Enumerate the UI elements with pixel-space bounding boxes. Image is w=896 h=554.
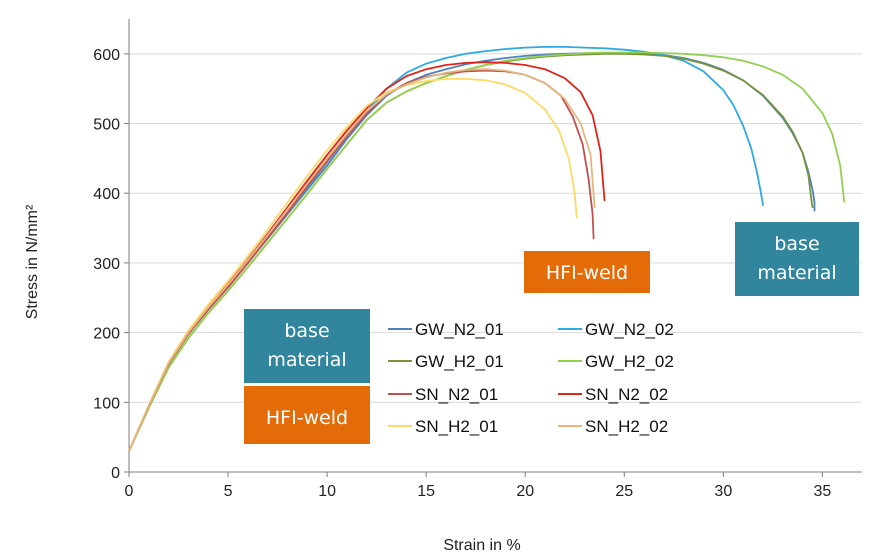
legend-group-base-material: base material — [244, 309, 370, 383]
y-tick-label: 500 — [93, 117, 120, 134]
series-lines — [128, 46, 846, 453]
annotation-hfi-weld-box — [524, 251, 650, 293]
annotation-base-material: base material — [735, 222, 859, 296]
legend-label: SN_N2_02 — [585, 385, 668, 404]
x-axis-title: Strain in % — [443, 537, 520, 554]
y-tick-label: 400 — [93, 186, 120, 203]
legend-label: GW_N2_01 — [415, 320, 504, 339]
series-line-sn-h2-01 — [128, 78, 578, 453]
legend-label: SN_N2_01 — [415, 385, 498, 404]
legend-base-material-box — [244, 309, 370, 383]
y-tick-label: 300 — [93, 256, 120, 273]
legend-label: SN_H2_02 — [585, 417, 668, 436]
legend-base-material-label: base material — [267, 320, 346, 371]
x-tick-label: 10 — [318, 483, 336, 500]
legend-hfi-weld-box — [244, 386, 370, 444]
legend-label: GW_H2_01 — [415, 352, 504, 371]
annotation-base-material-label: base material — [757, 233, 836, 284]
annotation-base-material-box — [735, 222, 859, 296]
y-tick-labels: 0 100 200 300 400 500 600 — [93, 47, 129, 482]
x-tick-label: 35 — [813, 483, 831, 500]
y-tick-label: 0 — [111, 465, 120, 482]
annotation-hfi-weld: HFI-weld — [524, 251, 650, 293]
x-tick-label: 5 — [224, 483, 233, 500]
axes — [128, 19, 862, 473]
series-line-gw-h2-02 — [128, 51, 846, 453]
x-tick-label: 20 — [516, 483, 534, 500]
legend-label: SN_H2_01 — [415, 417, 498, 436]
legend-label: GW_H2_02 — [585, 352, 674, 371]
y-tick-label: 200 — [93, 326, 120, 343]
y-tick-label: 600 — [93, 47, 120, 64]
x-tick-label: 15 — [417, 483, 435, 500]
legend-hfi-weld-label: HFI-weld — [266, 407, 348, 429]
x-tick-label: 25 — [615, 483, 633, 500]
legend: GW_N2_01 GW_N2_02 GW_H2_01 GW_H2_02 SN_N2_01… — [388, 320, 674, 436]
x-tick-labels: 0 5 10 15 20 25 30 35 — [125, 472, 831, 500]
y-axis-title: Stress in N/mm² — [24, 204, 41, 319]
x-tick-label: 30 — [714, 483, 732, 500]
x-tick-label: 0 — [125, 483, 134, 500]
y-tick-label: 100 — [93, 395, 120, 412]
series-line-sn-h2-02 — [128, 68, 596, 453]
annotation-hfi-weld-label: HFI-weld — [546, 262, 628, 284]
legend-group-hfi-weld: HFI-weld — [244, 386, 370, 444]
legend-label: GW_N2_02 — [585, 320, 674, 339]
